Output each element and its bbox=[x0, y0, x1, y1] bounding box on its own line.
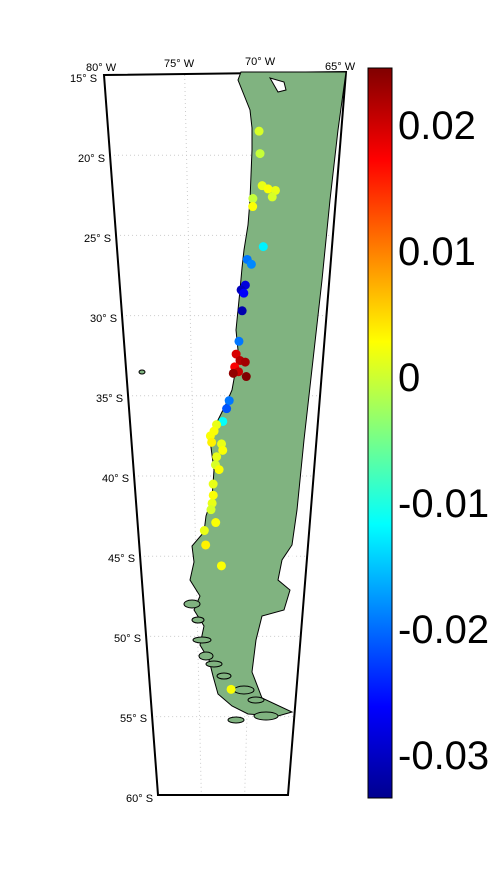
lat-label-35s: 35° S bbox=[96, 393, 123, 405]
island bbox=[205, 660, 223, 668]
lat-label-50s: 50° S bbox=[114, 633, 141, 645]
station-points bbox=[199, 126, 280, 694]
island bbox=[227, 716, 245, 724]
station-point bbox=[267, 192, 277, 202]
island bbox=[216, 672, 232, 680]
islands bbox=[138, 369, 279, 724]
station-point bbox=[212, 452, 222, 462]
atlantic-gulf bbox=[282, 548, 296, 588]
station-point bbox=[248, 202, 258, 212]
station-point bbox=[208, 479, 218, 489]
island bbox=[233, 685, 255, 695]
lat-label-30s: 30° S bbox=[90, 313, 117, 325]
colorbar-tick-1: 0.01 bbox=[398, 230, 476, 274]
lon-label-70w: 70° W bbox=[245, 56, 276, 68]
lat-label-40s: 40° S bbox=[102, 473, 129, 485]
station-point bbox=[206, 505, 216, 515]
station-point bbox=[199, 526, 209, 536]
island bbox=[247, 696, 265, 704]
lake-titicaca bbox=[268, 77, 287, 93]
station-point bbox=[218, 445, 228, 455]
station-point bbox=[224, 396, 234, 406]
station-point bbox=[211, 518, 221, 528]
station-point bbox=[208, 490, 218, 500]
station-point bbox=[214, 465, 224, 475]
island bbox=[198, 651, 214, 661]
island bbox=[192, 636, 212, 644]
lon-label-75w: 75° W bbox=[164, 58, 195, 70]
graticule-labels: 80° W 75° W 70° W 65° W 15° S 20° S 25° … bbox=[70, 56, 356, 805]
lat-label-20s: 20° S bbox=[78, 153, 105, 165]
station-point bbox=[201, 540, 211, 550]
station-point bbox=[222, 404, 232, 414]
station-point bbox=[258, 242, 268, 252]
colorbar-tick-2: 0 bbox=[398, 356, 420, 400]
station-point bbox=[246, 259, 256, 269]
station-point bbox=[207, 437, 217, 447]
station-point bbox=[239, 288, 249, 298]
station-point bbox=[248, 194, 258, 204]
lat-label-55s: 55° S bbox=[120, 713, 147, 725]
station-point bbox=[228, 368, 238, 378]
colorbar-tick-5: -0.03 bbox=[398, 734, 489, 778]
station-point bbox=[241, 372, 251, 382]
lat-label-15s: 15° S bbox=[70, 73, 97, 85]
island bbox=[253, 711, 279, 721]
colorbar-ticks: 0.02 0.01 0 -0.01 -0.02 -0.03 bbox=[398, 104, 489, 778]
island bbox=[138, 369, 146, 375]
lat-label-45s: 45° S bbox=[108, 553, 135, 565]
station-point bbox=[226, 684, 236, 694]
station-point bbox=[254, 126, 264, 136]
station-point bbox=[263, 184, 273, 194]
south-america-landmass bbox=[189, 71, 347, 717]
island bbox=[191, 616, 205, 624]
colorbar-tick-0: 0.02 bbox=[398, 104, 476, 148]
lon-label-80w: 80° W bbox=[86, 62, 117, 74]
colorbar-tick-4: -0.02 bbox=[398, 608, 489, 652]
meridian-line bbox=[184, 74, 202, 797]
station-point bbox=[240, 357, 250, 367]
station-point bbox=[255, 149, 265, 159]
station-point bbox=[234, 336, 244, 346]
colorbar-tick-3: -0.01 bbox=[398, 482, 489, 526]
lat-label-25s: 25° S bbox=[84, 233, 111, 245]
station-point bbox=[216, 561, 226, 571]
lat-label-60s: 60° S bbox=[126, 793, 153, 805]
island bbox=[183, 599, 201, 609]
station-point bbox=[237, 306, 247, 316]
colorbar bbox=[367, 67, 393, 799]
lon-label-65w: 65° W bbox=[325, 61, 356, 73]
